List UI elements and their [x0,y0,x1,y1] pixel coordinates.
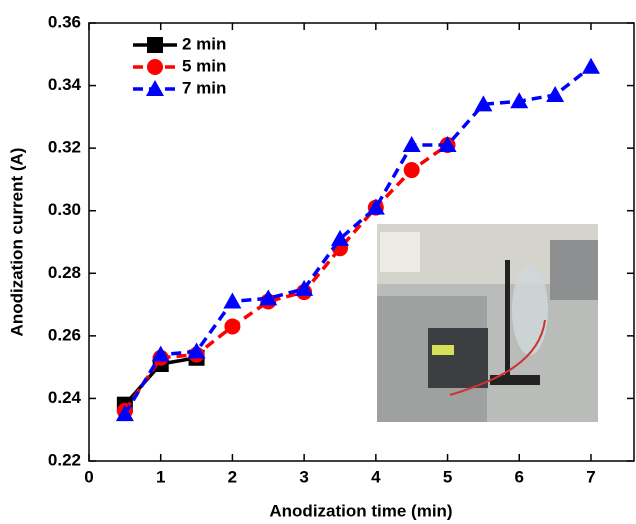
legend-marker [147,37,163,53]
y-axis-label: Anodization current (A) [7,148,26,337]
marker [330,229,349,246]
marker [403,162,420,179]
y-tick-label: 0.30 [48,200,81,219]
x-tick-label: 7 [586,467,595,486]
legend-marker [146,80,164,96]
legend-label: 7 min [182,78,226,97]
x-axis-label: Anodization time (min) [269,501,452,520]
series-line [123,65,593,415]
series-line [123,143,449,412]
y-tick-label: 0.32 [48,138,81,157]
marker [438,136,457,153]
marker [581,57,600,74]
x-tick-label: 6 [515,467,524,486]
y-tick-label: 0.36 [48,12,81,31]
legend-label: 5 min [182,56,226,75]
marker [151,345,170,362]
y-tick-label: 0.22 [48,450,81,469]
marker [546,85,565,102]
y-tick-label: 0.26 [48,325,81,344]
marker [510,92,529,109]
x-tick-label: 4 [371,467,381,486]
marker [366,198,385,215]
y-tick-label: 0.24 [48,388,82,407]
x-tick-label: 2 [228,467,237,486]
marker [223,292,242,309]
x-tick-label: 5 [443,467,452,486]
y-tick-label: 0.34 [48,75,82,94]
marker [115,405,134,422]
legend-label: 2 min [182,34,226,53]
plot-frame [88,22,635,462]
marker [259,289,278,306]
marker [187,342,206,359]
marker [474,95,493,112]
legend-marker [147,59,163,75]
marker [224,318,241,335]
x-tick-label: 3 [299,467,308,486]
x-tick-label: 1 [156,467,165,486]
marker [402,136,421,153]
marker [295,279,314,296]
y-tick-label: 0.28 [48,263,81,282]
x-tick-label: 0 [84,467,93,486]
inset-photo [377,224,598,422]
